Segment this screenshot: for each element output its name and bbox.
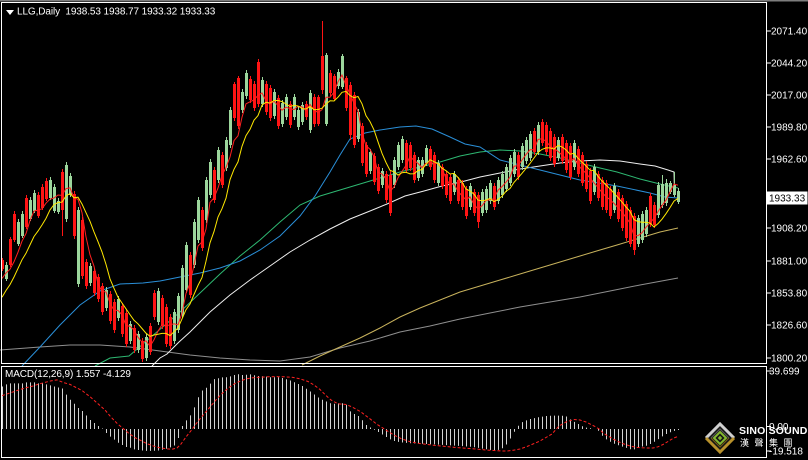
svg-text:39.699: 39.699 [769, 367, 800, 378]
svg-text:1933.33: 1933.33 [769, 194, 806, 205]
svg-text:1881.00: 1881.00 [771, 257, 808, 268]
svg-text:2044.20: 2044.20 [771, 59, 808, 70]
svg-text:0.00: 0.00 [769, 422, 789, 433]
svg-text:1989.80: 1989.80 [771, 123, 808, 134]
svg-text:1962.60: 1962.60 [771, 155, 808, 166]
svg-text:漢聲集團: 漢聲集團 [740, 437, 798, 448]
svg-text:1908.20: 1908.20 [771, 224, 808, 235]
svg-text:MACD(12,26,9) 1.557 -4.129: MACD(12,26,9) 1.557 -4.129 [5, 369, 131, 380]
svg-text:1826.60: 1826.60 [771, 321, 808, 332]
svg-text:1853.80: 1853.80 [771, 289, 808, 300]
svg-text:SINO SOUND: SINO SOUND [739, 425, 808, 437]
svg-text:-19.518: -19.518 [769, 447, 803, 458]
svg-text:LLG,Daily 1938.53 1938.77 193: LLG,Daily 1938.53 1938.77 1933.32 1933.3… [17, 7, 216, 18]
svg-text:2071.40: 2071.40 [771, 27, 808, 38]
svg-text:1800.20: 1800.20 [771, 354, 808, 365]
svg-text:2017.00: 2017.00 [771, 91, 808, 102]
